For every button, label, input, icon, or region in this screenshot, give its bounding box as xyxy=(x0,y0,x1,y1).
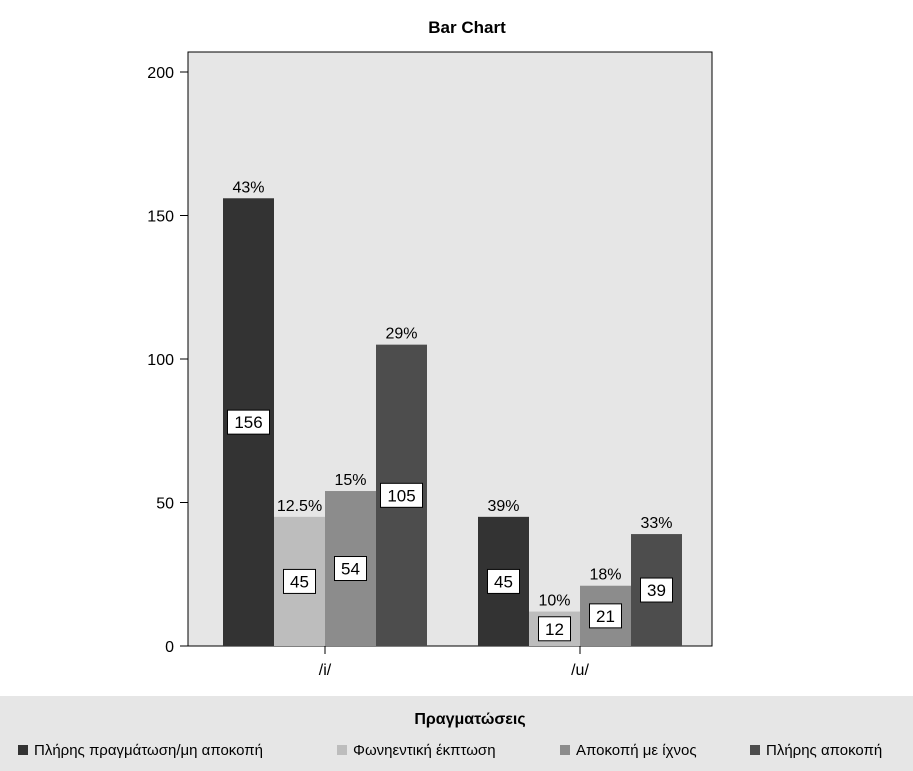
value-label: 39 xyxy=(647,581,666,600)
y-tick-label: 150 xyxy=(147,209,174,226)
y-tick-label: 0 xyxy=(165,639,174,656)
value-label: 54 xyxy=(341,560,360,579)
value-label: 21 xyxy=(596,607,615,626)
legend-swatch xyxy=(560,745,570,755)
percent-label: 39% xyxy=(487,498,519,515)
percent-label: 12.5% xyxy=(277,498,322,515)
percent-label: 15% xyxy=(334,472,366,489)
value-label: 45 xyxy=(494,572,513,591)
value-label-box xyxy=(380,482,423,508)
x-axis: /i/ /u/ xyxy=(319,646,589,679)
value-label-box xyxy=(283,568,316,594)
legend-items: Πλήρης πραγμάτωση/μη αποκοπή Φωνηεντική έ… xyxy=(18,742,882,759)
value-label: 12 xyxy=(545,620,564,639)
value-label-box xyxy=(334,556,367,582)
y-axis: 0 50 100 150 200 xyxy=(147,65,188,656)
value-label-box xyxy=(589,603,622,629)
y-tick-label: 50 xyxy=(156,496,174,513)
value-label-box xyxy=(487,568,520,594)
percent-label: 10% xyxy=(538,593,570,610)
value-label-box xyxy=(538,616,571,642)
legend-label: Φωνηεντική έκπτωση xyxy=(353,742,496,759)
legend-label: Αποκοπή με ίχνος xyxy=(576,742,697,759)
legend-label: Πλήρης αποκοπή xyxy=(766,742,882,759)
value-label-box xyxy=(640,577,673,603)
value-label: 156 xyxy=(234,413,262,432)
x-tick-label: /i/ xyxy=(319,662,332,679)
value-labels-group: 156 45 54 105 45 12 21 39 xyxy=(227,409,673,642)
percent-labels-group: 43% 12.5% 15% 29% 39% 10% 18% 33% xyxy=(232,179,672,609)
percent-label: 33% xyxy=(640,515,672,532)
percent-label: 18% xyxy=(589,567,621,584)
legend-swatch xyxy=(337,745,347,755)
legend-box xyxy=(0,696,913,771)
value-label: 105 xyxy=(387,486,415,505)
chart-title: Bar Chart xyxy=(428,18,506,37)
value-label: 45 xyxy=(290,572,309,591)
y-tick-label: 100 xyxy=(147,352,174,369)
percent-label: 29% xyxy=(385,326,417,343)
percent-label: 43% xyxy=(232,179,264,196)
legend-swatch xyxy=(18,745,28,755)
legend-title: Πραγματώσεις xyxy=(414,711,525,728)
legend-swatch xyxy=(750,745,760,755)
legend-label: Πλήρης πραγμάτωση/μη αποκοπή xyxy=(34,742,263,759)
value-label-box xyxy=(227,409,270,435)
x-tick-label: /u/ xyxy=(571,662,589,679)
y-tick-label: 200 xyxy=(147,65,174,82)
